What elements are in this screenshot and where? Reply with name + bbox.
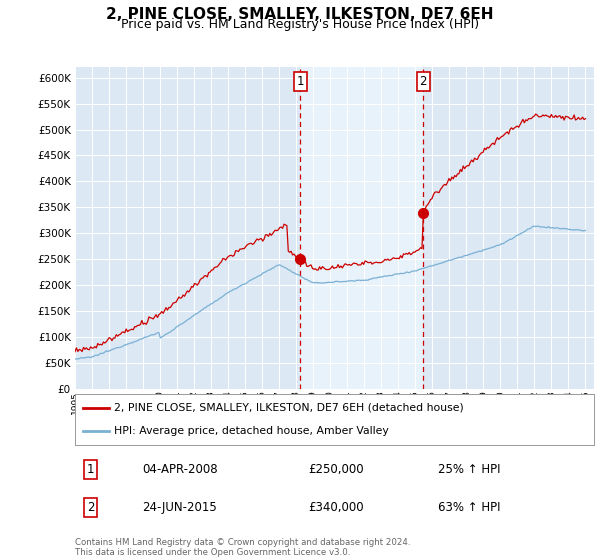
Text: £250,000: £250,000 <box>308 463 364 477</box>
Text: HPI: Average price, detached house, Amber Valley: HPI: Average price, detached house, Ambe… <box>114 426 389 436</box>
Text: Price paid vs. HM Land Registry's House Price Index (HPI): Price paid vs. HM Land Registry's House … <box>121 18 479 31</box>
Text: 1: 1 <box>297 75 304 88</box>
Text: 2: 2 <box>419 75 427 88</box>
Text: 2, PINE CLOSE, SMALLEY, ILKESTON, DE7 6EH: 2, PINE CLOSE, SMALLEY, ILKESTON, DE7 6E… <box>106 7 494 22</box>
Text: £340,000: £340,000 <box>308 501 364 514</box>
Bar <box>301 67 424 389</box>
Text: 1: 1 <box>87 463 94 477</box>
Text: 2, PINE CLOSE, SMALLEY, ILKESTON, DE7 6EH (detached house): 2, PINE CLOSE, SMALLEY, ILKESTON, DE7 6E… <box>114 403 464 413</box>
Text: 24-JUN-2015: 24-JUN-2015 <box>142 501 217 514</box>
Text: Contains HM Land Registry data © Crown copyright and database right 2024.
This d: Contains HM Land Registry data © Crown c… <box>75 538 410 557</box>
Text: 25% ↑ HPI: 25% ↑ HPI <box>438 463 501 477</box>
Text: 2: 2 <box>87 501 94 514</box>
Text: 04-APR-2008: 04-APR-2008 <box>142 463 218 477</box>
Text: 63% ↑ HPI: 63% ↑ HPI <box>438 501 501 514</box>
